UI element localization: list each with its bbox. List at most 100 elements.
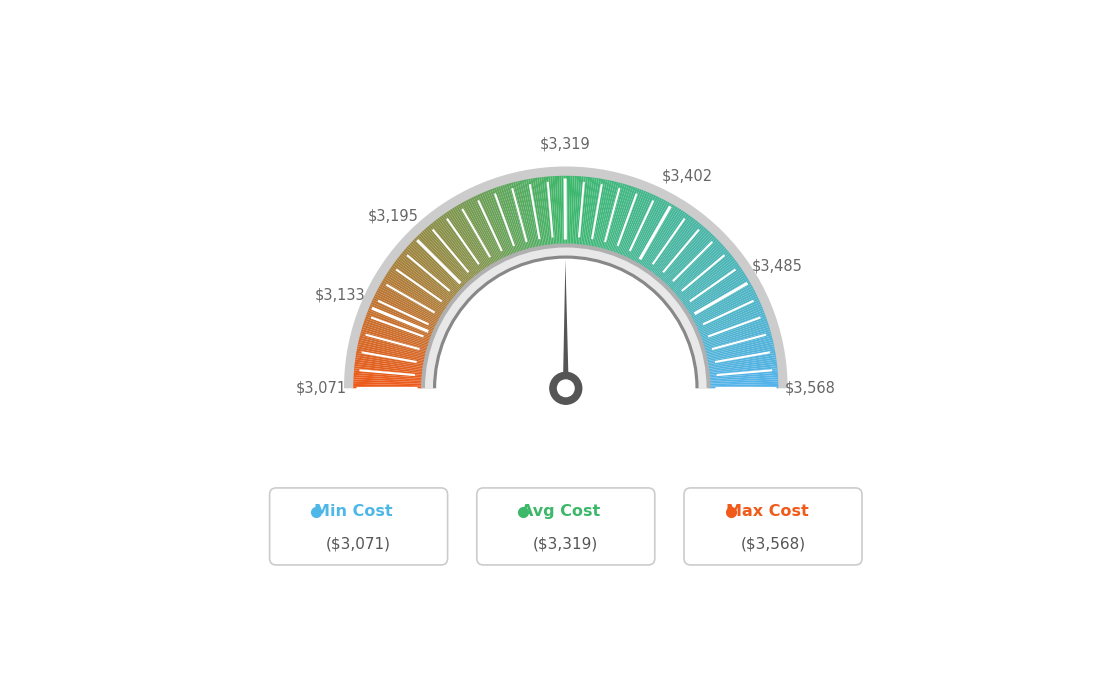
Wedge shape	[572, 176, 577, 245]
Wedge shape	[682, 265, 741, 306]
Wedge shape	[654, 220, 698, 276]
Wedge shape	[623, 193, 652, 257]
Wedge shape	[708, 362, 777, 372]
Wedge shape	[368, 310, 433, 337]
Wedge shape	[684, 269, 743, 309]
Wedge shape	[548, 177, 555, 246]
Wedge shape	[708, 355, 776, 367]
Wedge shape	[630, 199, 665, 262]
Wedge shape	[393, 264, 449, 305]
Wedge shape	[593, 179, 608, 248]
Wedge shape	[672, 246, 725, 293]
Wedge shape	[554, 176, 560, 245]
Wedge shape	[581, 177, 591, 246]
Wedge shape	[454, 206, 491, 266]
Wedge shape	[395, 260, 452, 303]
Wedge shape	[374, 294, 437, 326]
Wedge shape	[709, 375, 778, 381]
Wedge shape	[699, 308, 763, 335]
Wedge shape	[577, 177, 586, 246]
Wedge shape	[626, 195, 656, 259]
Wedge shape	[571, 176, 575, 245]
Wedge shape	[382, 280, 443, 317]
Wedge shape	[448, 210, 488, 269]
Wedge shape	[667, 238, 718, 288]
Wedge shape	[613, 188, 638, 253]
Wedge shape	[689, 278, 749, 315]
Wedge shape	[651, 217, 694, 274]
Wedge shape	[488, 190, 514, 255]
Wedge shape	[701, 316, 766, 341]
Wedge shape	[518, 181, 534, 248]
Wedge shape	[363, 323, 429, 346]
FancyBboxPatch shape	[684, 488, 862, 565]
Wedge shape	[648, 214, 689, 271]
Wedge shape	[704, 331, 771, 351]
Wedge shape	[618, 190, 646, 255]
Wedge shape	[421, 232, 469, 284]
Wedge shape	[688, 276, 747, 314]
Wedge shape	[575, 176, 582, 245]
Wedge shape	[633, 200, 666, 262]
Wedge shape	[702, 323, 768, 346]
Wedge shape	[702, 321, 768, 344]
Wedge shape	[705, 337, 773, 355]
Wedge shape	[439, 217, 481, 273]
Wedge shape	[703, 329, 771, 350]
Wedge shape	[363, 321, 429, 344]
Wedge shape	[698, 306, 763, 334]
Wedge shape	[576, 177, 584, 246]
Wedge shape	[373, 296, 437, 327]
Wedge shape	[354, 366, 423, 375]
Wedge shape	[611, 186, 634, 253]
Wedge shape	[425, 228, 473, 281]
Text: ($3,319): ($3,319)	[533, 536, 598, 551]
Wedge shape	[389, 269, 447, 309]
Wedge shape	[493, 188, 519, 253]
Text: $3,402: $3,402	[662, 169, 713, 184]
Wedge shape	[432, 221, 477, 277]
Wedge shape	[639, 206, 676, 266]
Wedge shape	[357, 351, 425, 364]
Wedge shape	[433, 255, 699, 388]
Wedge shape	[386, 273, 446, 311]
Wedge shape	[640, 206, 678, 266]
Wedge shape	[361, 331, 427, 351]
Wedge shape	[691, 286, 753, 321]
Wedge shape	[707, 348, 775, 363]
Wedge shape	[635, 202, 670, 264]
Wedge shape	[461, 202, 497, 264]
Wedge shape	[467, 199, 501, 262]
Wedge shape	[358, 342, 426, 359]
Wedge shape	[418, 233, 468, 285]
Wedge shape	[620, 192, 648, 256]
Wedge shape	[692, 288, 754, 322]
Wedge shape	[372, 298, 436, 328]
Wedge shape	[360, 333, 427, 353]
Wedge shape	[490, 189, 516, 255]
Wedge shape	[391, 265, 449, 306]
Wedge shape	[594, 180, 611, 248]
Wedge shape	[427, 226, 474, 279]
Wedge shape	[456, 206, 492, 266]
Wedge shape	[370, 304, 434, 333]
Wedge shape	[353, 382, 423, 385]
Wedge shape	[590, 179, 604, 247]
Wedge shape	[707, 344, 774, 360]
Wedge shape	[417, 235, 467, 286]
Wedge shape	[596, 180, 612, 248]
Wedge shape	[565, 176, 569, 245]
Wedge shape	[705, 342, 774, 359]
Wedge shape	[530, 179, 543, 247]
Wedge shape	[636, 203, 672, 264]
Wedge shape	[486, 190, 513, 255]
Text: Avg Cost: Avg Cost	[521, 504, 601, 520]
Wedge shape	[664, 233, 713, 285]
Wedge shape	[709, 380, 778, 384]
Wedge shape	[505, 184, 526, 251]
Wedge shape	[669, 241, 721, 290]
Wedge shape	[697, 302, 761, 331]
Wedge shape	[665, 235, 714, 286]
Wedge shape	[491, 188, 517, 254]
Wedge shape	[641, 208, 680, 267]
